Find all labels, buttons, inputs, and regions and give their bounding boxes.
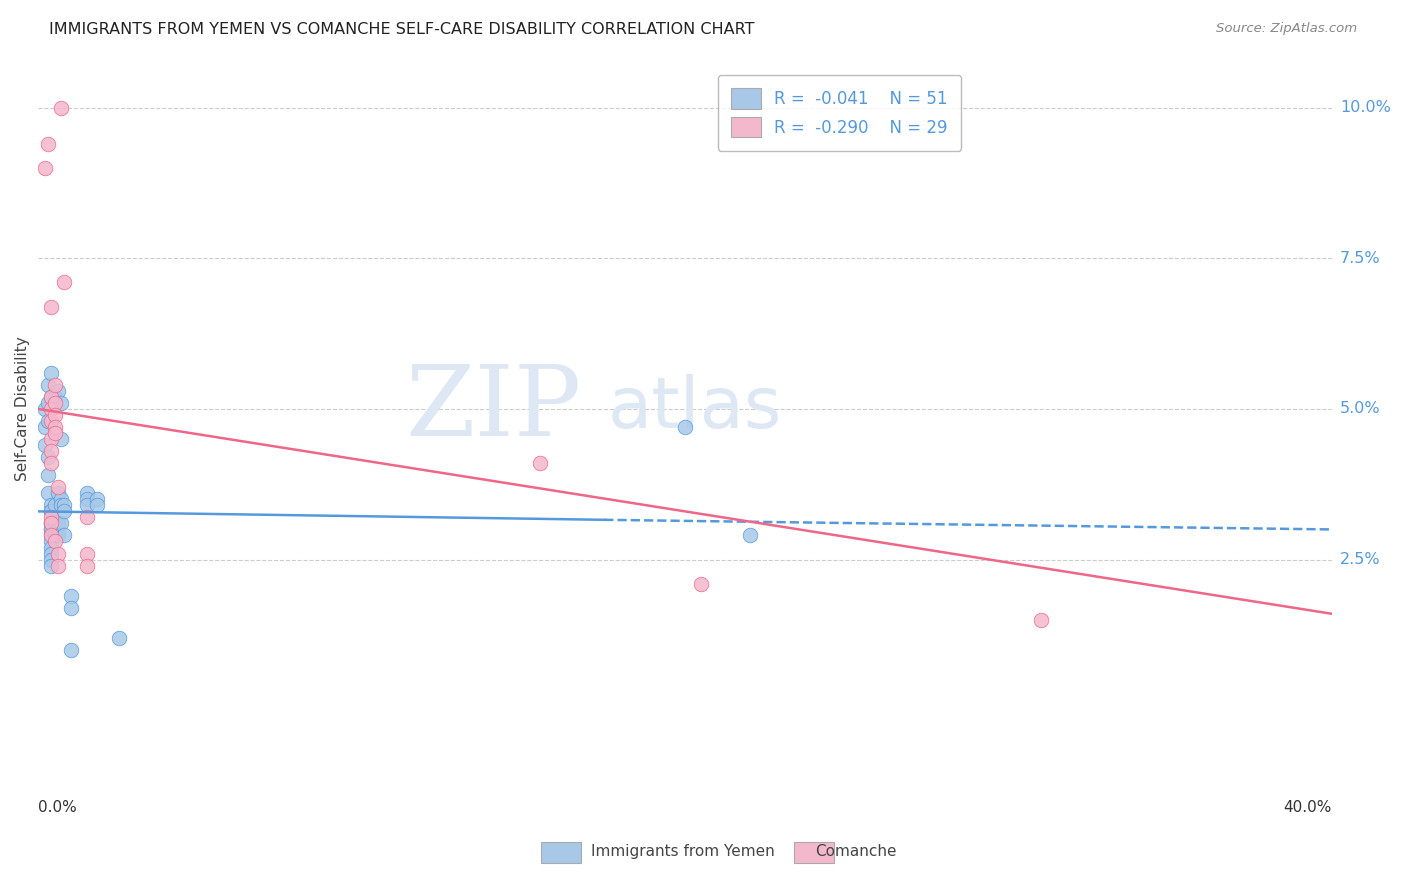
Text: ZIP: ZIP — [405, 361, 582, 457]
Legend: R =  -0.041    N = 51, R =  -0.290    N = 29: R = -0.041 N = 51, R = -0.290 N = 29 — [718, 75, 962, 151]
Point — [34, 161, 56, 175]
Point — [44, 426, 66, 441]
Point — [738, 528, 761, 542]
Point — [39, 444, 62, 458]
Point — [39, 547, 62, 561]
Point — [49, 516, 72, 531]
Point — [53, 528, 76, 542]
Text: Source: ZipAtlas.com: Source: ZipAtlas.com — [1216, 22, 1357, 36]
Point — [39, 300, 62, 314]
Text: 0.0%: 0.0% — [38, 800, 77, 815]
Point — [39, 534, 62, 549]
Point — [39, 401, 62, 416]
Y-axis label: Self-Care Disability: Self-Care Disability — [15, 336, 30, 482]
Point — [76, 510, 98, 524]
Point — [76, 558, 98, 573]
Point — [46, 528, 69, 542]
Point — [673, 420, 696, 434]
Point — [39, 516, 62, 531]
Point — [39, 528, 62, 542]
Text: 10.0%: 10.0% — [1340, 100, 1391, 115]
Point — [39, 523, 62, 537]
Point — [39, 523, 62, 537]
Point — [76, 547, 98, 561]
Point — [108, 631, 131, 645]
Point — [44, 390, 66, 404]
Point — [46, 384, 69, 398]
Point — [44, 528, 66, 542]
Point — [37, 414, 59, 428]
Point — [49, 432, 72, 446]
Point — [46, 547, 69, 561]
Point — [39, 528, 62, 542]
Point — [76, 492, 98, 507]
Point — [39, 558, 62, 573]
Point — [46, 516, 69, 531]
Point — [46, 486, 69, 500]
Point — [39, 504, 62, 518]
Point — [59, 643, 82, 657]
Point — [76, 499, 98, 513]
Point — [49, 101, 72, 115]
Point — [44, 408, 66, 422]
Point — [59, 589, 82, 603]
Point — [1029, 613, 1052, 627]
Point — [44, 420, 66, 434]
Point — [39, 456, 62, 470]
Point — [44, 396, 66, 410]
Point — [34, 438, 56, 452]
Text: Comanche: Comanche — [815, 845, 897, 859]
Point — [44, 377, 66, 392]
Text: 5.0%: 5.0% — [1340, 401, 1381, 417]
Point — [59, 600, 82, 615]
Point — [49, 492, 72, 507]
Point — [44, 499, 66, 513]
Point — [39, 366, 62, 380]
Point — [529, 456, 551, 470]
Point — [39, 541, 62, 555]
Point — [46, 480, 69, 494]
Text: 40.0%: 40.0% — [1284, 800, 1331, 815]
Point — [39, 432, 62, 446]
Text: 7.5%: 7.5% — [1340, 251, 1381, 266]
Point — [39, 516, 62, 531]
Point — [39, 510, 62, 524]
Text: IMMIGRANTS FROM YEMEN VS COMANCHE SELF-CARE DISABILITY CORRELATION CHART: IMMIGRANTS FROM YEMEN VS COMANCHE SELF-C… — [49, 22, 755, 37]
Point — [37, 136, 59, 151]
Point — [39, 504, 62, 518]
Point — [39, 390, 62, 404]
Point — [39, 390, 62, 404]
Text: 2.5%: 2.5% — [1340, 552, 1381, 567]
Point — [44, 534, 66, 549]
Point — [37, 396, 59, 410]
Point — [44, 516, 66, 531]
Point — [37, 486, 59, 500]
Point — [46, 558, 69, 573]
Point — [690, 576, 713, 591]
Point — [34, 401, 56, 416]
Point — [53, 276, 76, 290]
Point — [37, 468, 59, 483]
Point — [39, 516, 62, 531]
Text: Immigrants from Yemen: Immigrants from Yemen — [591, 845, 775, 859]
Point — [76, 486, 98, 500]
Point — [37, 377, 59, 392]
Point — [53, 504, 76, 518]
Text: atlas: atlas — [607, 375, 782, 443]
Point — [49, 396, 72, 410]
Point — [49, 499, 72, 513]
Point — [34, 420, 56, 434]
Point — [39, 499, 62, 513]
Point — [86, 499, 108, 513]
Point — [37, 450, 59, 465]
Point — [86, 492, 108, 507]
Point — [53, 499, 76, 513]
Point — [39, 552, 62, 566]
Point — [39, 414, 62, 428]
